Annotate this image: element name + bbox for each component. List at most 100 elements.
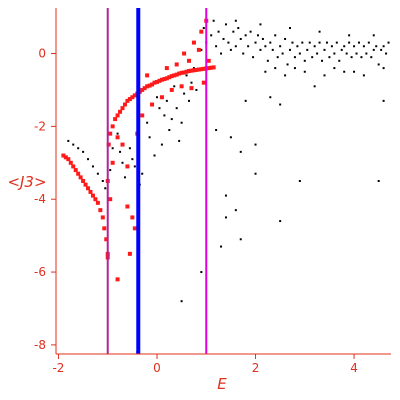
black-point (91, 165, 94, 168)
black-point (380, 48, 383, 51)
red-point (140, 113, 145, 118)
black-point (269, 96, 272, 99)
red-point (199, 67, 204, 72)
black-point (308, 41, 311, 44)
red-point (189, 86, 194, 91)
red-point (132, 93, 137, 98)
black-point (111, 147, 114, 150)
black-point (224, 23, 227, 26)
black-point (266, 59, 269, 62)
black-point (318, 30, 321, 33)
black-point (239, 150, 242, 153)
red-point (201, 66, 206, 71)
black-point (180, 121, 183, 124)
red-point (86, 186, 91, 191)
black-point (165, 99, 168, 102)
black-point (200, 48, 203, 51)
x-axis-title: E (217, 375, 227, 393)
black-point (82, 150, 85, 153)
red-point (169, 87, 174, 92)
red-point (100, 215, 105, 220)
black-point (281, 52, 284, 55)
black-point (133, 165, 136, 168)
red-point (71, 164, 76, 169)
black-point (242, 52, 245, 55)
red-point (150, 82, 155, 87)
black-point (333, 52, 336, 55)
red-point (110, 124, 115, 129)
red-point (184, 69, 189, 74)
red-point (125, 164, 130, 169)
black-point (301, 41, 304, 44)
red-point (201, 80, 206, 85)
black-point (353, 45, 356, 48)
black-point (222, 37, 225, 40)
black-point (382, 45, 385, 48)
red-point (179, 70, 184, 75)
black-point (321, 59, 324, 62)
black-point (146, 121, 149, 124)
black-point (185, 74, 188, 77)
black-point (264, 45, 267, 48)
black-point (293, 56, 296, 59)
black-point (259, 48, 262, 51)
black-point (345, 52, 348, 55)
black-point (377, 180, 380, 182)
black-point (279, 220, 282, 223)
y-tick-label: -8 (34, 338, 46, 352)
red-point (118, 109, 123, 114)
black-point (239, 238, 242, 241)
red-point (157, 78, 162, 83)
red-point (113, 117, 118, 122)
black-point (328, 56, 331, 59)
black-point (220, 52, 223, 55)
black-point (311, 56, 314, 59)
red-point (145, 73, 150, 78)
red-point (179, 84, 184, 89)
black-point (119, 150, 122, 153)
black-point (229, 136, 232, 139)
red-point (108, 197, 113, 202)
black-point (340, 48, 343, 51)
black-point (348, 34, 351, 37)
red-point (196, 67, 201, 72)
red-point (125, 204, 130, 209)
red-point (110, 160, 115, 165)
black-point (72, 143, 75, 146)
black-point (382, 67, 385, 70)
red-point (120, 142, 125, 147)
red-point (122, 102, 127, 107)
red-point (169, 74, 174, 79)
black-point (360, 56, 363, 59)
red-point (191, 68, 196, 73)
red-point (61, 153, 66, 158)
black-point (279, 103, 282, 106)
red-point (125, 98, 130, 103)
black-point (350, 56, 353, 59)
black-point (239, 37, 242, 40)
black-point (362, 74, 365, 77)
black-point (353, 70, 356, 73)
y-axis-title: <J3> (7, 173, 46, 191)
black-point (234, 209, 237, 212)
black-point (362, 45, 365, 48)
black-point (215, 45, 218, 48)
black-point (183, 92, 186, 95)
black-point (293, 67, 296, 70)
black-point (271, 48, 274, 51)
black-point (254, 41, 257, 44)
vertical-lines-layer (106, 8, 208, 354)
red-point (108, 131, 113, 136)
red-point (142, 86, 147, 91)
black-point (131, 158, 134, 161)
red-point (174, 62, 179, 67)
red-point (66, 157, 71, 162)
red-point (115, 113, 120, 118)
black-point (291, 41, 294, 44)
black-point (217, 30, 220, 33)
black-point (96, 172, 99, 175)
red-point (182, 51, 187, 56)
black-point (163, 114, 166, 117)
black-point (168, 129, 171, 132)
